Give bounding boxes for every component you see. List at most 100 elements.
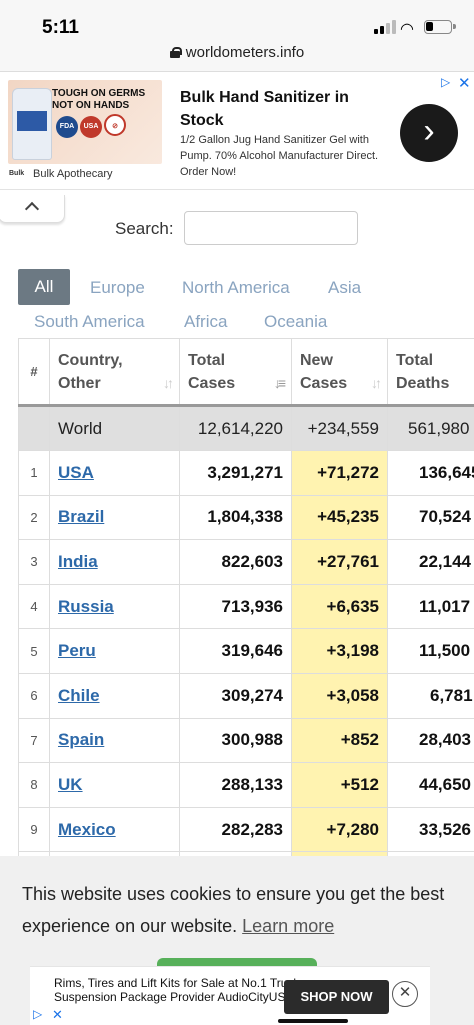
total-deaths-cell: 44,650 [387, 762, 474, 808]
battery-icon [424, 20, 456, 34]
country-link[interactable]: Chile [58, 685, 100, 705]
country-link[interactable]: Brazil [58, 507, 105, 527]
ad-close-icon[interactable]: ✕ [458, 75, 471, 92]
bottom-ad-text[interactable]: Rims, Tires and Lift Kits for Sale at No… [54, 976, 300, 1004]
country-link[interactable]: Peru [58, 641, 96, 661]
row-num-cell: 4 [18, 583, 50, 630]
table-row [18, 851, 474, 858]
sort-icon: ↓↑ [371, 375, 382, 391]
header-num[interactable]: # [18, 338, 50, 407]
ad-close-icon[interactable]: ✕ [52, 1007, 63, 1022]
new-cases-cell: +3,198 [291, 628, 388, 674]
lock-icon [169, 47, 182, 58]
country-link[interactable]: Spain [58, 730, 105, 750]
table-header-row: # Country, Other ↓↑ Total Cases ↓≡ New Cas… [18, 338, 474, 407]
total-deaths-cell: 22,144 [387, 539, 474, 585]
cookie-message: This website uses cookies to ensure you … [22, 878, 462, 942]
row-num-cell: 6 [18, 672, 50, 719]
total-deaths-cell: 136,645 [387, 450, 474, 496]
collapse-ad-button[interactable] [0, 195, 65, 223]
header-country[interactable]: Country, Other ↓↑ [49, 338, 180, 407]
country-link[interactable]: Russia [58, 596, 114, 616]
shop-now-button[interactable]: SHOP NOW [284, 980, 389, 1014]
row-num-cell: 8 [18, 762, 50, 808]
total-deaths-cell: 28,403 [387, 717, 474, 764]
cookie-text: This website uses cookies to ensure you … [22, 884, 445, 936]
tab-all[interactable]: All [18, 269, 70, 305]
ad-open-button[interactable]: › [400, 104, 458, 162]
table-row: 6 Chile 309,274 +3,058 6,781 [18, 672, 474, 719]
tab-oceania[interactable]: Oceania [264, 312, 328, 331]
ad-title[interactable]: Bulk Hand Sanitizer in Stock [180, 89, 349, 129]
ad-product-image[interactable]: TOUGH ON GERMS NOT ON HANDS FDA USA ⊘ [8, 80, 162, 164]
row-num-cell: 9 [18, 806, 50, 853]
country-link[interactable]: UK [58, 774, 83, 794]
fda-badge-icon: FDA [56, 116, 78, 138]
status-time: 5:11 [42, 17, 79, 38]
total-deaths-cell [387, 851, 474, 858]
tab-south-america[interactable]: South America [34, 312, 145, 331]
new-cases-cell: +3,058 [291, 672, 388, 719]
country-cell: UK [49, 762, 180, 808]
url-text: worldometers.info [185, 44, 305, 61]
tab-africa[interactable]: Africa [184, 312, 228, 331]
covid-table-container[interactable]: # Country, Other ↓↑ Total Cases ↓≡ New Cas… [18, 338, 474, 858]
status-bar: 5:11 ◠ [0, 0, 474, 44]
learn-more-link[interactable]: Learn more [242, 916, 335, 936]
total-cases-cell: 288,133 [179, 762, 292, 808]
table-row: 2 Brazil 1,804,338 +45,235 70,524 [18, 494, 474, 541]
country-link[interactable]: India [58, 551, 98, 571]
row-num-cell: 3 [18, 539, 50, 585]
chevron-right-icon: › [423, 112, 435, 150]
ad-description[interactable]: 1/2 Gallon Jug Hand Sanitizer Gel with P… [180, 134, 379, 178]
table-row: 9 Mexico 282,283 +7,280 33,526 [18, 806, 474, 853]
total-cases-cell: 1,804,338 [179, 494, 292, 541]
covid-table: # Country, Other ↓↑ Total Cases ↓≡ New Cas… [18, 338, 474, 858]
total-cases-cell: 822,603 [179, 539, 292, 585]
bottom-advertisement[interactable]: Rims, Tires and Lift Kits for Sale at No… [30, 966, 430, 1025]
new-cases-cell: +45,235 [291, 494, 388, 541]
row-num-cell: 1 [18, 450, 50, 496]
country-cell: USA [49, 450, 180, 496]
country-cell: Mexico [49, 806, 180, 853]
header-new-cases[interactable]: New Cases ↓↑ [291, 338, 388, 407]
header-total-cases[interactable]: Total Cases ↓≡ [179, 338, 292, 407]
sort-icon: ↓↑ [163, 375, 174, 391]
world-total-deaths-cell: 561,980 [387, 405, 474, 451]
tab-asia[interactable]: Asia [328, 278, 362, 297]
usa-badge-icon: USA [80, 116, 102, 138]
header-total-deaths[interactable]: Total Deaths↓↑ [387, 338, 474, 407]
sanitizer-jug-icon [12, 88, 52, 160]
country-link[interactable]: Mexico [58, 819, 116, 839]
search-input[interactable] [184, 211, 358, 245]
wifi-icon: ◠ [400, 21, 414, 38]
table-row: 4 Russia 713,936 +6,635 11,017 [18, 583, 474, 630]
ad-brand-name[interactable]: Bulk Apothecary [33, 168, 113, 180]
address-bar[interactable]: worldometers.info [0, 44, 474, 72]
table-row: 8 UK 288,133 +512 44,650 [18, 762, 474, 808]
total-deaths-cell: 33,526 [387, 806, 474, 853]
top-advertisement[interactable]: TOUGH ON GERMS NOT ON HANDS FDA USA ⊘ Bulk… [0, 74, 474, 190]
adchoices-icon[interactable]: ▷ [441, 75, 451, 89]
tab-europe[interactable]: Europe [90, 278, 145, 297]
adchoices-icon[interactable]: ▷ [33, 1007, 43, 1021]
new-cases-cell: +7,280 [291, 806, 388, 853]
total-cases-cell: 3,291,271 [179, 450, 292, 496]
total-cases-cell: 319,646 [179, 628, 292, 674]
world-new-cases-cell: +234,559 [291, 405, 388, 451]
total-cases-cell: 282,283 [179, 806, 292, 853]
ad-brand-logo: Bulk [9, 170, 25, 177]
country-link[interactable]: USA [58, 462, 94, 482]
table-row: 7 Spain 300,988 +852 28,403 [18, 717, 474, 764]
world-country-cell: World [49, 405, 180, 451]
country-cell: Russia [49, 583, 180, 630]
header-country-label: Country, Other [58, 351, 123, 392]
tab-north-america[interactable]: North America [182, 278, 290, 297]
total-deaths-cell: 11,500 [387, 628, 474, 674]
close-ad-icon[interactable]: ✕ [392, 981, 418, 1007]
country-cell: Spain [49, 717, 180, 764]
new-cases-cell: +6,635 [291, 583, 388, 630]
world-num-cell [18, 405, 50, 451]
country-cell: Brazil [49, 494, 180, 541]
row-num-cell: 7 [18, 717, 50, 764]
